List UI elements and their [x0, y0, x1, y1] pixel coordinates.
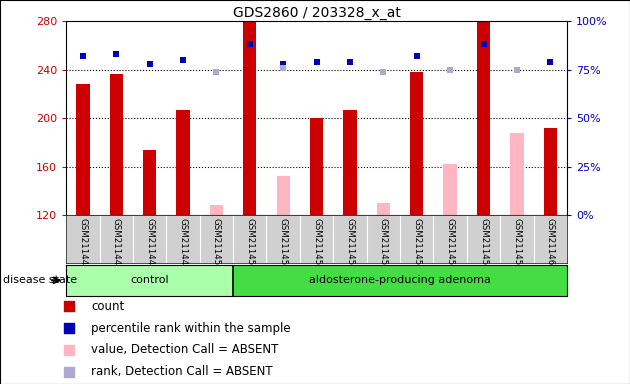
Bar [143, 150, 156, 215]
Point [64, 369, 74, 375]
Point [244, 41, 255, 48]
Point [278, 61, 289, 67]
Text: GSM211453: GSM211453 [312, 218, 321, 271]
Text: percentile rank within the sample: percentile rank within the sample [91, 321, 290, 334]
Point [445, 66, 455, 73]
Bar [343, 109, 357, 215]
Point [345, 59, 355, 65]
Point [64, 325, 74, 331]
Text: count: count [91, 300, 124, 313]
Point [212, 68, 222, 74]
Title: GDS2860 / 203328_x_at: GDS2860 / 203328_x_at [232, 6, 401, 20]
Text: GSM211448: GSM211448 [145, 218, 154, 271]
Text: control: control [130, 275, 169, 285]
Text: GSM211452: GSM211452 [278, 218, 288, 271]
Point [412, 53, 422, 59]
Point [178, 57, 188, 63]
Bar [510, 132, 524, 215]
Bar [176, 109, 190, 215]
Text: GSM211460: GSM211460 [546, 218, 555, 271]
Bar [544, 128, 557, 215]
Bar [110, 74, 123, 215]
Text: GSM211449: GSM211449 [178, 218, 188, 271]
Bar [410, 72, 423, 215]
Point [312, 59, 322, 65]
Text: GSM211450: GSM211450 [212, 218, 221, 271]
Point [144, 61, 155, 67]
Point [111, 51, 121, 57]
Point [278, 65, 289, 71]
Bar [444, 164, 457, 215]
Bar [477, 21, 490, 215]
Bar [76, 84, 89, 215]
Bar [310, 118, 323, 215]
Text: GSM211446: GSM211446 [78, 218, 88, 271]
Point [546, 59, 556, 65]
Point [78, 53, 88, 59]
Text: GSM211458: GSM211458 [479, 218, 488, 271]
Bar [277, 176, 290, 215]
Text: rank, Detection Call = ABSENT: rank, Detection Call = ABSENT [91, 366, 273, 379]
Text: GSM211451: GSM211451 [245, 218, 255, 271]
Text: GSM211455: GSM211455 [379, 218, 388, 271]
Point [64, 347, 74, 353]
Text: GSM211447: GSM211447 [112, 218, 121, 271]
Bar [243, 21, 256, 215]
Point [479, 41, 489, 48]
Text: value, Detection Call = ABSENT: value, Detection Call = ABSENT [91, 343, 278, 356]
Point [64, 303, 74, 309]
Bar [377, 203, 390, 215]
Bar [210, 205, 223, 215]
Text: GSM211456: GSM211456 [412, 218, 421, 271]
Point [378, 68, 388, 74]
Text: GSM211457: GSM211457 [445, 218, 455, 271]
Point [512, 66, 522, 73]
Text: GSM211454: GSM211454 [345, 218, 355, 271]
Text: aldosterone-producing adenoma: aldosterone-producing adenoma [309, 275, 491, 285]
Text: GSM211459: GSM211459 [512, 218, 522, 271]
Text: disease state: disease state [3, 275, 77, 285]
